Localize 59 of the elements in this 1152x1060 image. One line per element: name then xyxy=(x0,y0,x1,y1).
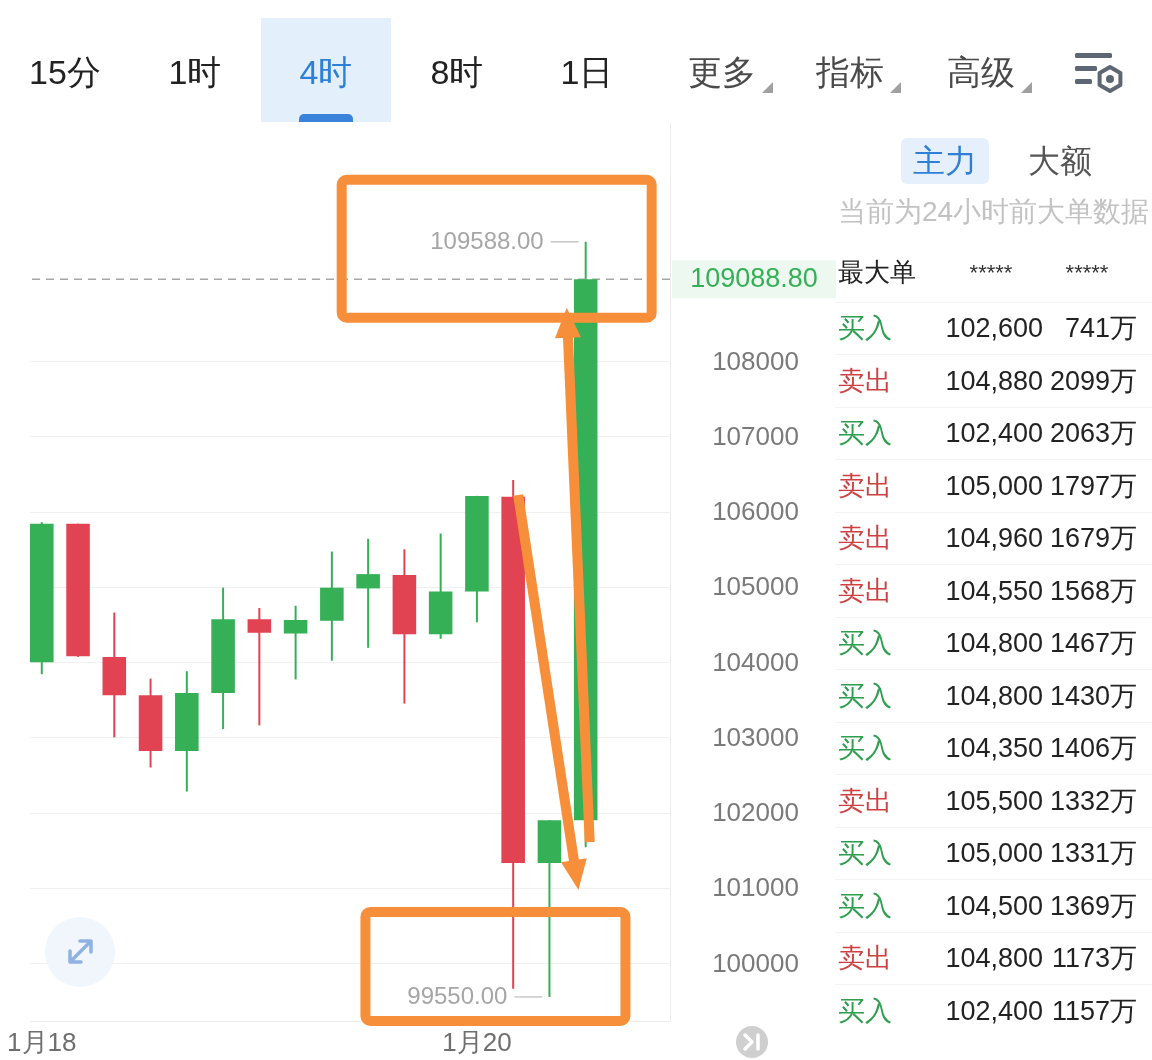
text: 104,800 1173万 xyxy=(945,942,1137,973)
text: 105,000 1331万 xyxy=(945,837,1137,868)
candlestick xyxy=(356,537,380,649)
category-label: 15分 xyxy=(29,52,101,92)
x-tick-label: 1月20 xyxy=(442,1026,512,1057)
ref-line-label: 109088.80 xyxy=(690,263,818,294)
text: 最大单 xyxy=(838,257,916,287)
x-tick-label: 1月18 xyxy=(7,1026,77,1057)
category-label: 更多 xyxy=(688,52,756,92)
category-label: 买入 xyxy=(838,417,892,448)
category-label: 卖出 xyxy=(838,575,892,605)
text: 104,350 1406万 xyxy=(945,732,1137,763)
category-label: ***** xyxy=(1065,259,1109,285)
y-tick-label: 104000 xyxy=(712,646,799,677)
category-label: 买入 xyxy=(838,627,892,658)
candlestick xyxy=(283,604,308,681)
text: 102,400 1157万 xyxy=(945,995,1137,1025)
category-label: 卖出 xyxy=(838,785,892,815)
text: 104,880 2099万 xyxy=(945,365,1137,395)
category-label: 8时 xyxy=(430,52,484,92)
y-tick-label: 108000 xyxy=(712,345,799,376)
category-label: 买入 xyxy=(838,680,892,710)
category-label: 1日 xyxy=(560,52,614,92)
category-label: ***** xyxy=(969,259,1013,285)
text: 104,500 1369万 xyxy=(945,890,1137,920)
y-tick-label: 106000 xyxy=(712,496,799,527)
y-tick-label: 102000 xyxy=(712,797,799,828)
category-label: 卖出 xyxy=(838,470,892,500)
category-label: 指标 xyxy=(816,52,884,92)
category-label: 买入 xyxy=(838,890,892,920)
text: 当前为24小时前大单数据 xyxy=(838,196,1150,228)
annotation: 109588.00 xyxy=(430,226,544,254)
category-label: 卖出 xyxy=(838,522,892,553)
text: 主力 xyxy=(913,142,977,180)
category-label: 4时 xyxy=(299,52,353,92)
text: 104,800 1430万 xyxy=(945,680,1137,710)
category-label: 1时 xyxy=(168,52,222,92)
annotation: 99550.00 xyxy=(407,981,508,1009)
category-label: 卖出 xyxy=(838,365,892,395)
text: 102,400 2063万 xyxy=(945,417,1137,448)
category-label: 高级 xyxy=(947,52,1015,92)
y-tick-label: 103000 xyxy=(712,721,799,752)
text: 104,960 1679万 xyxy=(945,522,1137,553)
y-tick-label: 100000 xyxy=(712,947,799,978)
category-label: 买入 xyxy=(838,995,892,1025)
y-tick-label: 101000 xyxy=(712,872,799,903)
text: 104,800 1467万 xyxy=(945,627,1137,658)
category-label: 买入 xyxy=(838,732,892,763)
category-label: 买入 xyxy=(838,312,892,343)
text: 105,000 1797万 xyxy=(945,470,1137,500)
text: 102,600 741万 xyxy=(945,312,1137,343)
category-label: 卖出 xyxy=(838,942,892,973)
y-tick-label: 105000 xyxy=(712,571,799,602)
y-tick-label: 107000 xyxy=(712,420,799,451)
text: 大额 xyxy=(1028,142,1092,180)
candlestick xyxy=(247,606,272,727)
text: 105,500 1332万 xyxy=(945,785,1137,815)
category-label: 买入 xyxy=(838,837,892,868)
text: 104,550 1568万 xyxy=(945,575,1137,605)
